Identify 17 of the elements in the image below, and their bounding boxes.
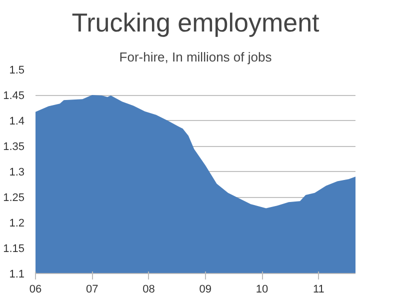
y-tick-label: 1.5 — [9, 64, 25, 76]
y-tick-label: 1.1 — [9, 268, 25, 280]
chart-subtitle: For-hire, In millions of jobs — [119, 50, 272, 64]
y-tick-label: 1.45 — [3, 90, 25, 102]
y-tick-label: 1.35 — [3, 141, 25, 153]
y-tick-label: 1.15 — [3, 243, 25, 255]
x-tick-label: 06 — [29, 284, 42, 295]
y-tick-label: 1.25 — [3, 192, 25, 204]
x-tick-label: 09 — [199, 284, 212, 295]
y-tick-label: 1.3 — [9, 166, 25, 178]
x-tick-label: 10 — [256, 284, 268, 295]
y-tick-label: 1.4 — [9, 116, 25, 128]
x-tick-label: 11 — [312, 284, 324, 295]
chart-title: Trucking employment — [72, 8, 320, 38]
x-tick-label: 07 — [86, 284, 98, 295]
x-tick-label: 08 — [142, 284, 155, 295]
y-tick-label: 1.2 — [9, 218, 25, 230]
